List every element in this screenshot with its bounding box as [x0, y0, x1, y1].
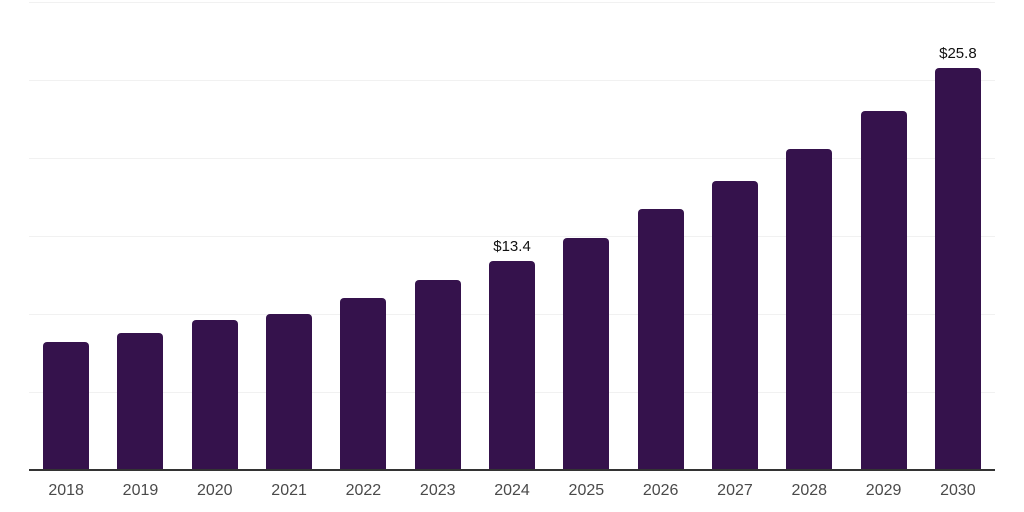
- bars-row: $13.4 $25.8: [29, 2, 995, 470]
- bar-band: $13.4: [475, 2, 549, 470]
- bar-band: [178, 2, 252, 470]
- bar-band: [624, 2, 698, 470]
- bar: [117, 332, 164, 470]
- bar: [860, 111, 907, 470]
- bar: [43, 342, 90, 470]
- plot-area: $13.4 $25.8: [29, 2, 995, 471]
- bar-band: [846, 2, 920, 470]
- x-tick-label: 2021: [271, 482, 307, 499]
- bar: [340, 298, 387, 470]
- bar: [489, 260, 536, 470]
- x-tick-label: 2026: [642, 482, 679, 499]
- gridline: [29, 157, 995, 159]
- bar: [266, 314, 313, 470]
- bar: [563, 237, 610, 470]
- bar-band: [103, 2, 177, 470]
- bar-band: [326, 2, 400, 470]
- x-tick-label: 2029: [865, 482, 902, 499]
- bar-band: [772, 2, 846, 470]
- gridline: [29, 236, 995, 237]
- bar-band: [29, 2, 103, 470]
- bar: [414, 279, 461, 470]
- x-tick-label: 2020: [196, 482, 233, 499]
- bar: [786, 148, 833, 470]
- x-tick-label: 2025: [568, 482, 605, 499]
- gridline: [29, 2, 995, 3]
- x-tick-label: 2030: [940, 482, 976, 499]
- bar-band: [549, 2, 623, 470]
- bar-band: [698, 2, 772, 470]
- bar-band: [401, 2, 475, 470]
- x-tick-label: 2023: [419, 482, 456, 499]
- x-tick-label: 2022: [345, 482, 382, 499]
- bar: [711, 181, 758, 470]
- x-axis-line: [29, 469, 995, 471]
- x-tick-label: 2024: [494, 482, 530, 499]
- bar-value-label: $25.8: [939, 44, 977, 62]
- x-axis-tick-labels: 2018 2019 2020 2021 2022 2023 2024 2025 2026 2027…: [29, 483, 995, 499]
- bar-value-label: $13.4: [493, 237, 531, 255]
- x-tick-label: 2019: [122, 482, 159, 499]
- bar-band: [252, 2, 326, 470]
- gridline: [29, 79, 995, 81]
- bar-band: $25.8: [921, 2, 995, 470]
- bar: [934, 67, 981, 470]
- bar: [191, 320, 238, 470]
- bar: [637, 209, 684, 470]
- x-tick-label: 2018: [48, 482, 84, 499]
- x-tick-label: 2028: [791, 482, 828, 499]
- x-tick-label: 2027: [717, 482, 753, 499]
